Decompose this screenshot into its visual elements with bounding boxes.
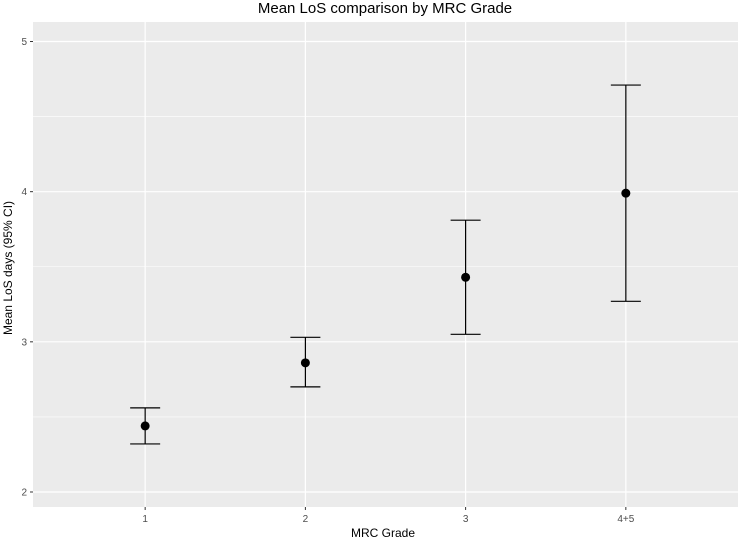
- y-tick-label: 3: [21, 337, 27, 348]
- y-axis-ticks: 2 3 4 5: [21, 37, 33, 498]
- x-axis-title: MRC Grade: [351, 526, 415, 539]
- data-point: [461, 272, 471, 282]
- data-points: [140, 188, 631, 431]
- data-point: [140, 421, 150, 431]
- data-point: [621, 188, 631, 198]
- chart-title: Mean LoS comparison by MRC Grade: [258, 0, 512, 17]
- x-tick-label: 2: [303, 514, 309, 525]
- data-point: [300, 358, 310, 368]
- plot-panel: [33, 22, 738, 507]
- y-tick-label: 2: [21, 487, 27, 498]
- x-tick-label: 1: [142, 514, 148, 525]
- x-axis-ticks: 1 2 3 4+5: [142, 507, 635, 525]
- y-tick-label: 4: [21, 187, 27, 198]
- x-tick-label: 4+5: [617, 514, 634, 525]
- x-tick-label: 3: [463, 514, 469, 525]
- y-tick-label: 5: [21, 37, 27, 48]
- y-axis-title: Mean LoS days (95% CI): [1, 201, 15, 335]
- minor-gridlines: [33, 116, 738, 418]
